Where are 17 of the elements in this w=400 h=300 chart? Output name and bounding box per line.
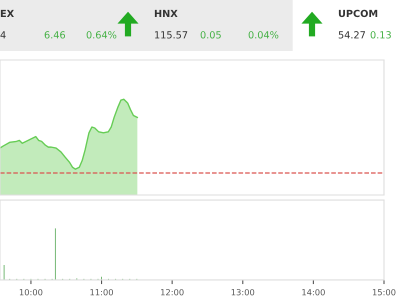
text: 0.05 xyxy=(200,31,221,39)
text: EX xyxy=(0,10,14,17)
x-tick-label: 12:00 xyxy=(161,289,184,296)
text: 0.13 xyxy=(370,31,391,39)
x-tick-label: 13:00 xyxy=(232,289,254,296)
text: 4 xyxy=(0,31,6,38)
x-tick-label: 15:00 xyxy=(372,289,396,296)
text: UPCOM xyxy=(338,10,378,18)
x-tick-label: 14:00 xyxy=(302,289,325,296)
text: 0.04% xyxy=(248,31,278,39)
text: 115.57 xyxy=(155,31,188,39)
text: 54.27 xyxy=(338,31,365,39)
text: HNX xyxy=(154,10,178,17)
text: 0.64% xyxy=(86,31,116,39)
x-tick-label: 10:00 xyxy=(20,289,42,296)
text: 6.46 xyxy=(44,31,66,39)
x-tick-label: 11:00 xyxy=(90,289,113,296)
